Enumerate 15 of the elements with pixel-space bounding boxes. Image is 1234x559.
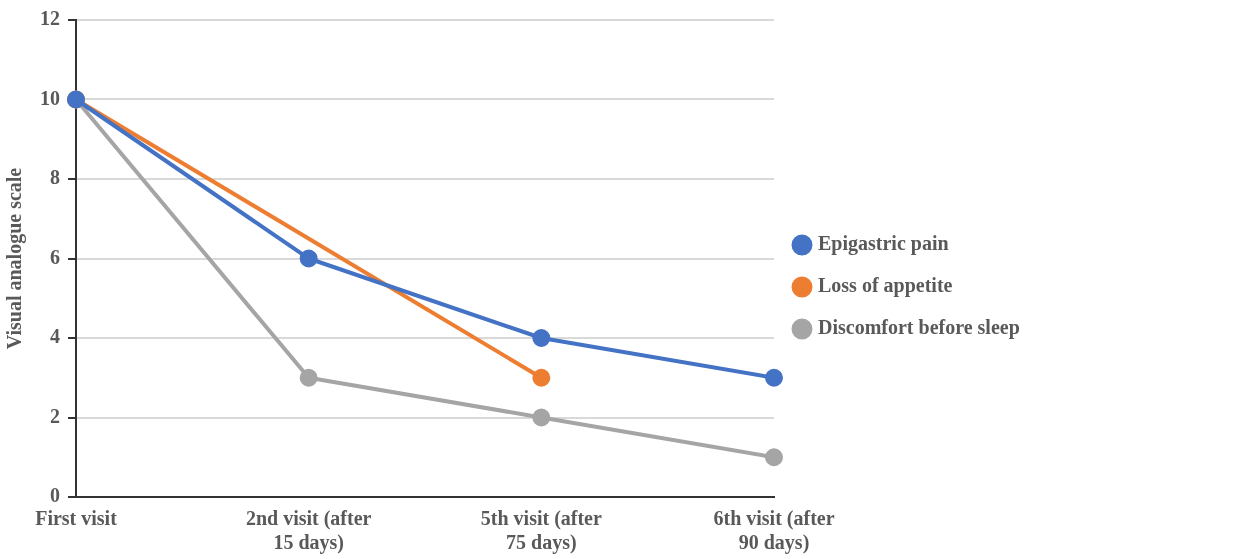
x-tick-label: 2nd visit (after 15 days) — [245, 507, 372, 555]
y-tick-label: 10 — [40, 86, 60, 109]
y-tick-label: 4 — [50, 325, 60, 348]
legend-label: Epigastric pain — [818, 232, 949, 256]
y-tick-label: 12 — [40, 7, 60, 30]
y-tick-label: 2 — [50, 404, 60, 427]
x-tick-label: 5th visit (after 75 days) — [480, 507, 602, 555]
y-tick-label: 0 — [50, 484, 60, 507]
legend-label: Discomfort before sleep — [818, 316, 1020, 340]
x-tick-label: 6th visit (after 90 days) — [713, 507, 835, 555]
x-tick-label: First visit — [35, 507, 118, 530]
y-tick-label: 6 — [50, 245, 60, 268]
y-axis-title: Visual analogue scale — [3, 167, 27, 350]
legend-label: Loss of appetite — [818, 274, 953, 298]
y-tick-label: 8 — [50, 166, 60, 189]
